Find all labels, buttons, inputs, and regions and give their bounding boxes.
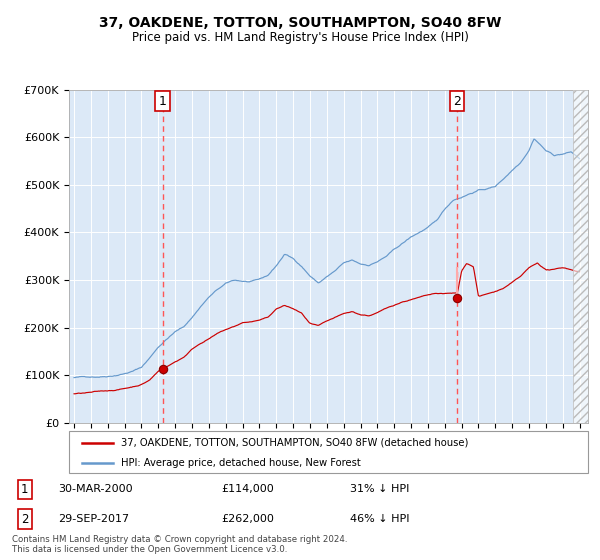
Text: 31% ↓ HPI: 31% ↓ HPI — [350, 484, 409, 494]
Text: 1: 1 — [158, 95, 166, 108]
Text: Price paid vs. HM Land Registry's House Price Index (HPI): Price paid vs. HM Land Registry's House … — [131, 31, 469, 44]
Text: £114,000: £114,000 — [221, 484, 274, 494]
Text: HPI: Average price, detached house, New Forest: HPI: Average price, detached house, New … — [121, 458, 361, 468]
Text: 2: 2 — [21, 512, 29, 526]
Text: 1: 1 — [21, 483, 29, 496]
Text: 30-MAR-2000: 30-MAR-2000 — [59, 484, 133, 494]
FancyBboxPatch shape — [69, 431, 588, 473]
Text: 29-SEP-2017: 29-SEP-2017 — [59, 514, 130, 524]
Bar — [573, 90, 588, 423]
Text: £262,000: £262,000 — [221, 514, 274, 524]
Text: 2: 2 — [454, 95, 461, 108]
Text: 46% ↓ HPI: 46% ↓ HPI — [350, 514, 409, 524]
Text: Contains HM Land Registry data © Crown copyright and database right 2024.
This d: Contains HM Land Registry data © Crown c… — [12, 535, 347, 554]
Bar — [573, 90, 588, 423]
Text: 37, OAKDENE, TOTTON, SOUTHAMPTON, SO40 8FW (detached house): 37, OAKDENE, TOTTON, SOUTHAMPTON, SO40 8… — [121, 438, 468, 448]
Text: 37, OAKDENE, TOTTON, SOUTHAMPTON, SO40 8FW: 37, OAKDENE, TOTTON, SOUTHAMPTON, SO40 8… — [99, 16, 501, 30]
